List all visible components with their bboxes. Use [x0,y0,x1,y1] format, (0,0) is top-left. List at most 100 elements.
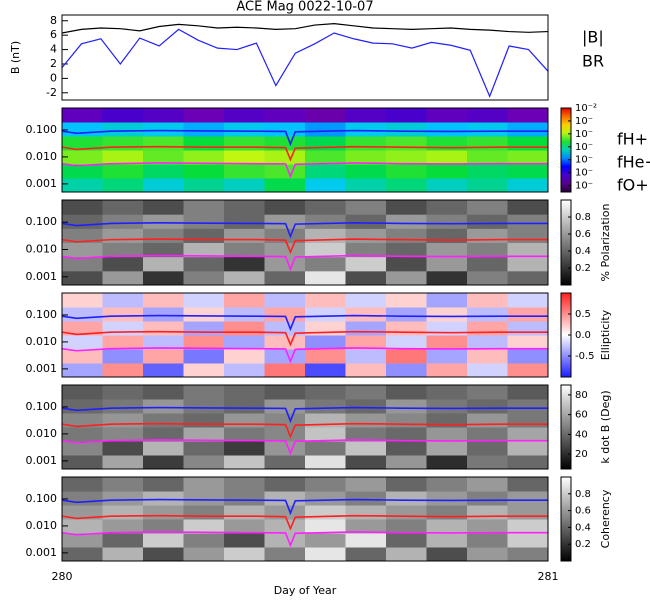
heatmap-cell [386,427,427,442]
heatmap-cell [183,321,225,336]
heatmap-cell [102,270,144,286]
heatmap-cell [345,441,387,456]
heatmap-cell [62,455,103,470]
heatmap-cell [102,385,144,400]
y-tick-label: 0.100 [26,400,58,413]
plot-frame [61,384,549,470]
heatmap-cell [264,200,306,215]
heatmap-cell [143,293,184,308]
heatmap-cell [224,214,265,229]
heatmap-cell [102,150,144,165]
plot-frame [61,476,549,562]
heatmap-cell [467,293,508,308]
heatmap-cell [386,136,427,151]
y-tick-label: 0.100 [26,308,58,321]
heatmap-cell [507,413,549,428]
heatmap-cell [143,150,184,165]
heatmap-cell [467,427,508,442]
heatmap-cell [345,349,387,364]
heatmap-cell [507,164,549,179]
heatmap-cell [305,164,346,179]
heatmap-cell [183,519,225,534]
heatmap-cell [467,519,508,534]
heatmap-cell [386,214,427,229]
heatmap-cell [345,214,387,229]
colorbar [560,384,572,470]
heatmap-cell [264,427,306,442]
heatmap-cell [224,307,265,322]
heatmap-cell [62,307,103,322]
heatmap-cell [224,335,265,350]
heatmap-cell [224,427,265,442]
heatmap-cell [386,178,427,193]
heatmap-cell [224,547,265,562]
heatmap-cell [305,178,346,193]
heatmap-cell [467,242,508,258]
heatmap-cell [386,307,427,322]
heatmap-cell [143,136,184,151]
heatmap-cell [62,385,103,400]
y-tick-label: 2 [50,57,57,70]
heatmap-cell [507,427,549,442]
heatmap-cell [62,547,103,562]
heatmap-cell [143,122,184,137]
heatmap-cell [507,505,549,520]
frequency-line [61,514,548,531]
heatmap-cell [305,427,346,442]
heatmap-cell [143,200,184,215]
heatmap-cell [386,547,427,562]
heatmap-cell [102,307,144,322]
heatmap-cell [62,413,103,428]
heatmap-cell [264,270,306,286]
heatmap-cell [62,150,103,165]
heatmap-cell [264,214,306,229]
heatmap-cell [143,214,184,229]
heatmap-cell [467,491,508,506]
heatmap-cell [183,491,225,506]
line-series [61,28,549,99]
heatmap-cell [426,385,468,400]
heatmap-cell [62,293,103,308]
heatmap-cell [426,349,468,364]
heatmap-cell [143,321,184,336]
frequency-line [61,531,548,548]
heatmap-cell [143,505,184,520]
heatmap-cell [386,505,427,520]
heatmap-cell [507,242,549,258]
heatmap-cell [102,491,144,506]
heatmap-cell [102,122,144,137]
heatmap-cell [507,547,549,562]
heatmap-cell [507,491,549,506]
heatmap-cell [224,164,265,179]
heatmap-cell [467,122,508,137]
heatmap-cell [386,150,427,165]
heatmap-cell [143,307,184,322]
heatmap-cell [345,136,387,151]
heatmap-cell [102,413,144,428]
heatmap-cell [224,455,265,470]
heatmap-cell [264,178,306,193]
heatmap-cell [507,108,549,123]
colorbar-tick-label: 10⁻ [575,181,593,192]
heatmap-cell [102,164,144,179]
colorbar-tick-label: 10⁻ [575,116,593,127]
heatmap-cell [386,200,427,215]
heatmap-cell [507,122,549,137]
heatmap-cell [467,363,508,378]
heatmap-cell [264,307,306,322]
heatmap-cell [102,214,144,229]
y-tick-label: 0.100 [26,492,58,505]
heatmap-cell [143,441,184,456]
heatmap-cell [507,349,549,364]
colorbar-tick-label: 80 [575,390,588,401]
heatmap-cell [102,519,144,534]
heatmap-cell [426,307,468,322]
frequency-line [61,422,548,439]
heatmap-cell [426,399,468,414]
heatmap-cell [345,307,387,322]
heatmap-cell [62,519,103,534]
heatmap-cell [345,270,387,286]
heatmap-cell [143,519,184,534]
heatmap-cell [345,533,387,548]
